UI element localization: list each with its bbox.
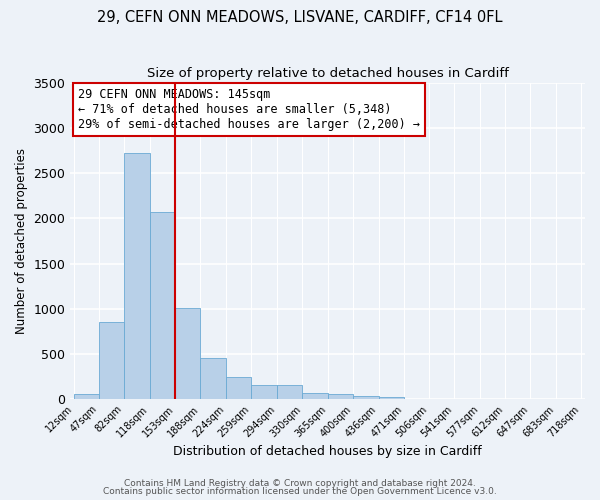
X-axis label: Distribution of detached houses by size in Cardiff: Distribution of detached houses by size … — [173, 444, 482, 458]
Title: Size of property relative to detached houses in Cardiff: Size of property relative to detached ho… — [147, 68, 509, 80]
Bar — [124, 152, 150, 399]
Text: Contains public sector information licensed under the Open Government Licence v3: Contains public sector information licen… — [103, 487, 497, 496]
Bar — [353, 396, 379, 399]
Bar — [226, 376, 251, 399]
Bar — [150, 212, 175, 399]
Bar — [175, 308, 200, 399]
Bar — [251, 385, 277, 399]
Bar — [99, 322, 124, 399]
Bar — [74, 394, 99, 399]
Bar — [379, 397, 404, 399]
Bar — [328, 394, 353, 399]
Bar — [200, 358, 226, 399]
Bar — [302, 393, 328, 399]
Text: 29 CEFN ONN MEADOWS: 145sqm
← 71% of detached houses are smaller (5,348)
29% of : 29 CEFN ONN MEADOWS: 145sqm ← 71% of det… — [78, 88, 420, 131]
Bar — [277, 385, 302, 399]
Text: Contains HM Land Registry data © Crown copyright and database right 2024.: Contains HM Land Registry data © Crown c… — [124, 478, 476, 488]
Y-axis label: Number of detached properties: Number of detached properties — [15, 148, 28, 334]
Text: 29, CEFN ONN MEADOWS, LISVANE, CARDIFF, CF14 0FL: 29, CEFN ONN MEADOWS, LISVANE, CARDIFF, … — [97, 10, 503, 25]
